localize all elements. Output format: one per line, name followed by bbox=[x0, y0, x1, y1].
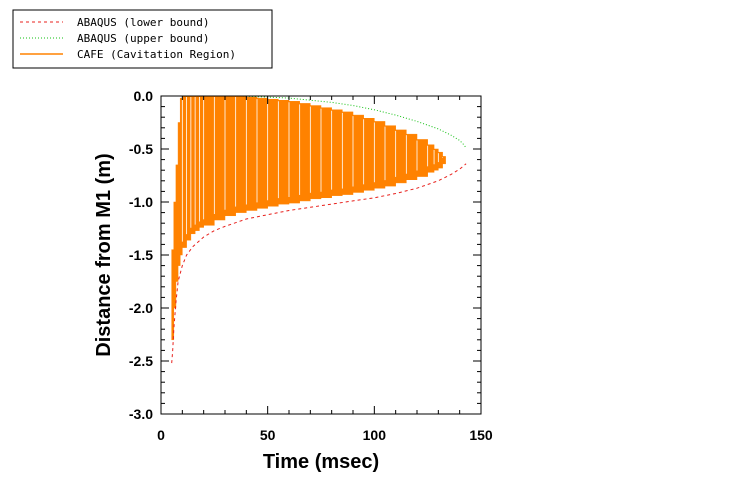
cafe-bar bbox=[384, 125, 396, 187]
x-tick-label: 150 bbox=[469, 427, 493, 443]
cafe-bar bbox=[171, 249, 175, 341]
x-tick-label: 50 bbox=[260, 427, 276, 443]
x-axis-title: Time (msec) bbox=[263, 451, 379, 473]
cafe-bar bbox=[190, 95, 196, 235]
lower-bound-line bbox=[171, 163, 467, 364]
legend: ABAQUS (lower bound) ABAQUS (upper bound… bbox=[12, 9, 273, 69]
cafe-bar bbox=[256, 97, 268, 209]
cafe-bar bbox=[299, 103, 311, 202]
cafe-bar bbox=[442, 156, 446, 165]
cafe-bar bbox=[310, 105, 322, 200]
cafe-bar bbox=[433, 148, 439, 171]
legend-box bbox=[12, 9, 273, 69]
cafe-bar bbox=[331, 109, 343, 196]
cafe-bar bbox=[267, 98, 279, 207]
cafe-bar bbox=[406, 133, 418, 180]
y-tick-label: 0.0 bbox=[134, 88, 154, 104]
cafe-bar bbox=[374, 121, 386, 189]
x-tick-label: 0 bbox=[157, 427, 165, 443]
legend-label-cafe: CAFE (Cavitation Region) bbox=[77, 48, 236, 61]
cafe-bar bbox=[186, 95, 192, 241]
y-tick-label: -1.0 bbox=[129, 194, 153, 210]
legend-label-upper: ABAQUS (upper bound) bbox=[77, 32, 209, 45]
cafe-bar bbox=[182, 95, 187, 248]
y-tick-label: -2.0 bbox=[129, 300, 153, 316]
cafe-bar bbox=[395, 129, 407, 184]
legend-label-lower: ABAQUS (lower bound) bbox=[77, 16, 209, 29]
cafe-bar bbox=[288, 101, 300, 204]
cafe-bar bbox=[352, 114, 364, 193]
cafe-bar bbox=[416, 139, 428, 177]
cafe-bar bbox=[278, 99, 290, 205]
cafe-bar bbox=[177, 122, 181, 266]
cafe-bar bbox=[199, 95, 204, 228]
cafe-bar bbox=[235, 95, 247, 213]
y-tick-label: -3.0 bbox=[129, 406, 153, 422]
cafe-bar bbox=[342, 111, 354, 195]
abaqus-series bbox=[171, 95, 467, 364]
x-tick-label: 100 bbox=[363, 427, 387, 443]
y-tick-label: -2.5 bbox=[129, 353, 153, 369]
cafe-bar bbox=[214, 95, 226, 221]
cafe-bar bbox=[320, 107, 332, 199]
axis-ticks: 0 50 100 150 0.0 -0.5 -1.0 -1.5 -2.0 -2.5 -3.0 bbox=[129, 88, 493, 443]
cafe-bar bbox=[194, 95, 200, 231]
cafe-bar bbox=[173, 201, 177, 309]
cafe-bar bbox=[427, 144, 435, 173]
y-tick-label: -0.5 bbox=[129, 141, 153, 157]
cafe-bar bbox=[363, 118, 375, 191]
cafe-bar bbox=[224, 95, 236, 217]
cafe-bar bbox=[203, 95, 215, 226]
cafe-bar bbox=[175, 164, 179, 282]
cafe-bar bbox=[246, 96, 258, 211]
y-tick-label: -1.5 bbox=[129, 247, 153, 263]
cafe-bar bbox=[438, 151, 443, 169]
y-axis-title: Distance from M1 (m) bbox=[93, 153, 115, 356]
cafe-series bbox=[171, 95, 446, 341]
